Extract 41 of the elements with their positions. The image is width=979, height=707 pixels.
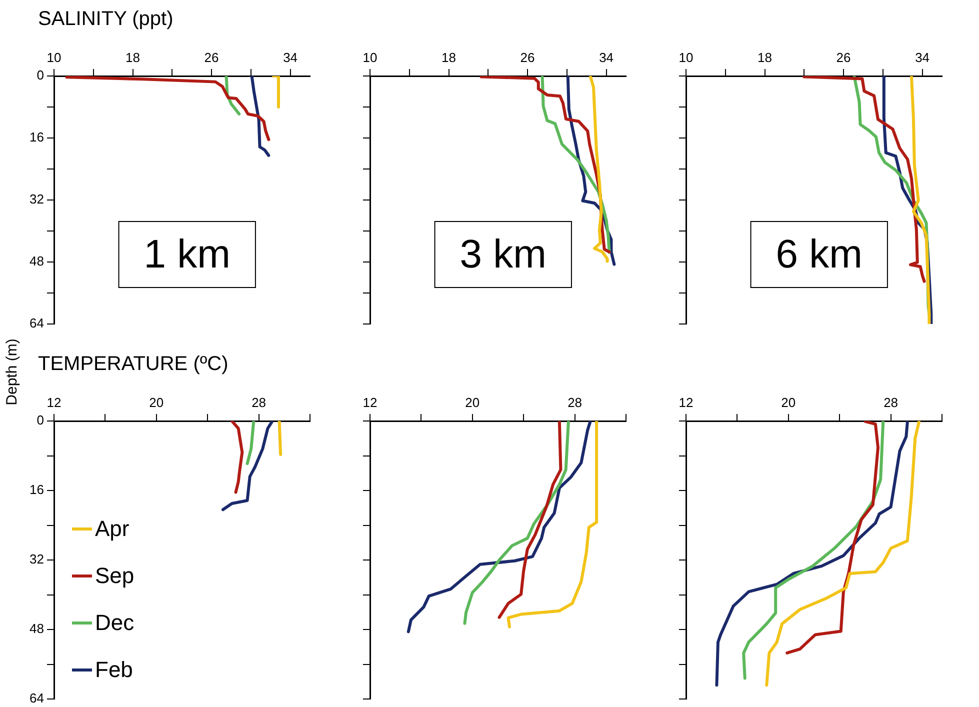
x-tick-label: 18 (758, 50, 772, 65)
annotation: 1 km (144, 232, 230, 277)
y-tick-label: 48 (30, 621, 44, 636)
x-tick-label: 26 (520, 50, 535, 65)
x-tick-label: 18 (442, 50, 456, 65)
y-tick-label: 16 (30, 130, 44, 145)
y-tick-label: 64 (30, 690, 44, 706)
x-tick-label: 18 (126, 50, 140, 65)
annotation: 3 km (460, 232, 546, 277)
x-tick-label: 12 (678, 394, 694, 410)
x-tick-label: 34 (283, 50, 298, 65)
legend-label: Dec (95, 610, 134, 636)
legend-label: Sep (95, 563, 134, 588)
annotation: 6 km (776, 232, 862, 277)
y-tick-label: 48 (30, 254, 44, 269)
x-tick-label: 34 (599, 50, 614, 65)
y-axis-title: Depth (m) (4, 338, 20, 406)
x-tick-label: 28 (252, 394, 266, 410)
y-tick-label: 0 (36, 68, 44, 83)
y-tick-label: 16 (30, 482, 44, 498)
x-tick-label: 20 (149, 394, 164, 410)
chart-title: SALINITY (ppt) (37, 7, 174, 32)
y-tick-label: 32 (30, 192, 44, 207)
legend-label: Apr (95, 516, 130, 542)
x-tick-label: 20 (781, 394, 796, 410)
x-tick-label: 28 (568, 394, 582, 410)
x-tick-label: 12 (362, 394, 378, 410)
chart-title: TEMPERATURE (ºC) (38, 353, 228, 375)
x-tick-label: 28 (884, 394, 898, 410)
y-tick-label: 64 (30, 316, 44, 331)
x-tick-label: 34 (915, 50, 930, 65)
y-tick-label: 0 (36, 412, 44, 428)
x-tick-label: 12 (46, 394, 62, 410)
y-tick-label: 32 (30, 552, 44, 567)
x-tick-label: 10 (362, 50, 378, 65)
x-tick-label: 26 (836, 50, 851, 65)
legend-label: Feb (95, 657, 133, 682)
x-tick-label: 26 (204, 50, 219, 65)
x-tick-label: 10 (678, 50, 694, 65)
x-tick-label: 20 (465, 394, 480, 410)
x-tick-label: 10 (46, 50, 62, 65)
